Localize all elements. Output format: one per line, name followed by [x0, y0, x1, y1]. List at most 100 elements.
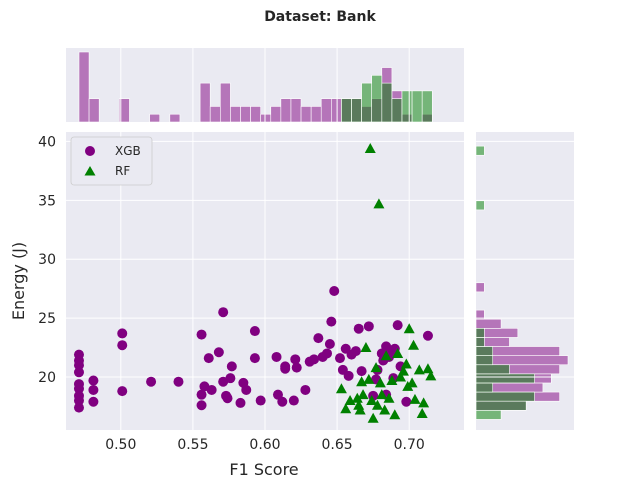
- xgb-top-hist-bar: [260, 113, 272, 123]
- x-tick-label: 0.65: [322, 437, 353, 453]
- xgb-point: [173, 376, 184, 387]
- y-tick-label: 20: [38, 370, 56, 386]
- rf-point: [373, 198, 385, 209]
- rf-right-hist-bar: [475, 200, 485, 211]
- rf-right-hist-bar: [475, 409, 502, 420]
- rf-point: [354, 404, 366, 415]
- x-tick-label: 0.60: [249, 437, 280, 453]
- rf-point: [351, 392, 363, 403]
- y-tick-label: 30: [38, 252, 56, 268]
- xgb-point: [196, 400, 207, 411]
- rf-point: [340, 403, 352, 414]
- xgb-point: [353, 323, 364, 334]
- xgb-point: [73, 390, 84, 401]
- rf-point: [357, 389, 369, 400]
- xgb-point: [196, 389, 207, 400]
- xgb-point: [326, 316, 337, 327]
- xgb-point: [255, 395, 266, 406]
- rf-point: [416, 408, 428, 419]
- xgb-top-hist-bar: [310, 106, 322, 123]
- xgb-top-hist-bar: [199, 82, 211, 123]
- xgb-point: [117, 340, 128, 351]
- rf-point: [371, 399, 383, 410]
- rf-point: [370, 362, 382, 373]
- rf-right-hist-bar: [475, 328, 485, 338]
- legend-rf-marker: [84, 166, 96, 176]
- xgb-point: [222, 393, 233, 404]
- rf-point: [403, 323, 415, 334]
- rf-right-hist-bar: [475, 391, 535, 402]
- rf-point: [408, 339, 420, 350]
- rf-point: [397, 365, 409, 376]
- xgb-point: [350, 346, 361, 357]
- xgb-point: [88, 384, 99, 395]
- rf-right-hist-bar: [475, 382, 494, 393]
- xgb-point: [300, 384, 311, 395]
- xgb-top-hist-bar: [209, 106, 221, 123]
- xgb-right-hist-bar: [475, 309, 485, 320]
- xgb-point: [309, 354, 320, 365]
- xgb-point: [322, 348, 333, 359]
- x-tick-label: 0.50: [105, 437, 136, 453]
- y-tick-label: 25: [38, 311, 56, 327]
- x-tick-label: 0.55: [177, 437, 208, 453]
- grid: [66, 48, 574, 430]
- xgb-top-hist-bar: [290, 98, 302, 123]
- rf-right-hist-bar: [475, 337, 485, 347]
- xgb-point: [313, 333, 324, 344]
- xgb-point: [225, 373, 236, 384]
- xgb-point: [117, 386, 128, 397]
- rf-right-hist-bar: [475, 373, 535, 384]
- rf-point: [392, 347, 404, 358]
- xgb-point: [88, 375, 99, 386]
- rf-point: [380, 350, 392, 361]
- xgb-point: [280, 361, 291, 372]
- xgb-point: [324, 339, 335, 350]
- rf-point: [379, 404, 391, 415]
- x-axis-label: F1 Score: [229, 460, 298, 479]
- rf-top-hist-bar: [371, 75, 383, 123]
- xgb-point: [73, 349, 84, 360]
- xgb-top-hist-bar: [240, 106, 251, 123]
- xgb-point: [196, 329, 207, 340]
- rf-point: [395, 371, 407, 382]
- legend: XGB RF: [70, 136, 153, 186]
- rf-point: [363, 373, 375, 384]
- rf-point: [374, 377, 386, 388]
- xgb-point: [401, 396, 412, 407]
- xgb-top-hist-bar: [331, 98, 342, 123]
- xgb-point: [334, 353, 345, 364]
- rf-top-hist-bar: [351, 98, 362, 123]
- xgb-point: [218, 307, 229, 318]
- xgb-point: [392, 320, 403, 331]
- y-axis-label: Energy (J): [9, 242, 28, 320]
- xgb-top-hist-bar: [300, 106, 312, 123]
- rf-point: [360, 342, 372, 353]
- xgb-top-hist-bar: [149, 113, 161, 123]
- xgb-top-hist-bar: [230, 106, 241, 123]
- rf-point: [409, 393, 421, 404]
- rf-point: [413, 364, 425, 375]
- rf-point: [406, 377, 418, 388]
- xgb-point: [73, 367, 84, 378]
- rf-top-hist-bar: [381, 82, 393, 123]
- rf-point: [400, 358, 412, 369]
- xgb-point: [329, 286, 340, 297]
- rf-point: [367, 412, 379, 423]
- rf-top-hist-bar: [411, 90, 423, 123]
- xgb-top-hist-bar: [169, 113, 181, 123]
- xgb-point: [271, 351, 282, 362]
- xgb-top-hist-bar: [119, 98, 130, 123]
- legend-rf-label: RF: [115, 164, 130, 178]
- rf-right-hist-bar: [475, 400, 527, 411]
- xgb-point: [288, 395, 299, 406]
- xgb-top-hist-bar: [250, 106, 261, 123]
- xgb-point: [203, 353, 214, 364]
- x-tick-labels: 0.50 0.55 0.60 0.65 0.70: [105, 437, 425, 453]
- xgb-point: [146, 376, 157, 387]
- rf-top-hist-bar: [391, 98, 403, 123]
- rf-right-hist-bar: [475, 145, 485, 156]
- xgb-point: [343, 370, 354, 381]
- rf-top-hist-bar: [341, 98, 352, 123]
- xgb-point: [73, 379, 84, 390]
